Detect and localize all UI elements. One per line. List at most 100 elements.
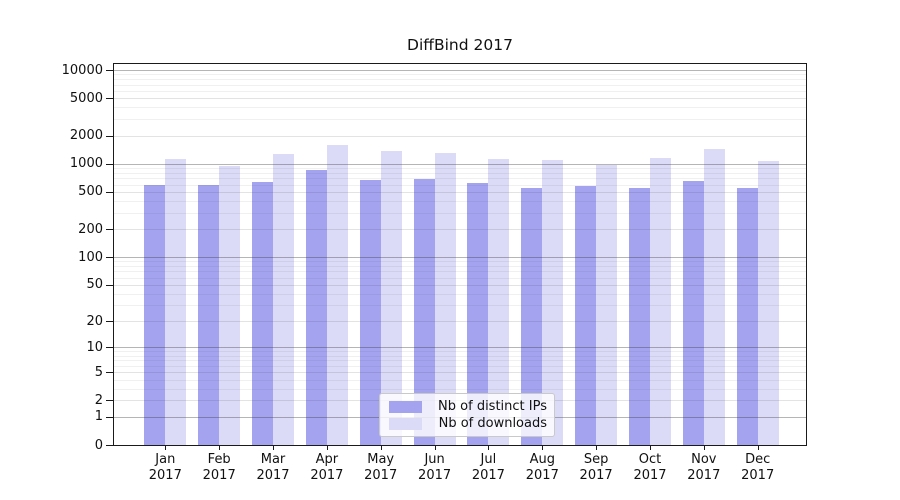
month-label: Jul [480, 452, 497, 467]
x-tick-mark-sep [596, 446, 598, 450]
gridline-5 [114, 372, 806, 373]
gridline-3 [114, 388, 806, 390]
bar-nb-of-distinct-ips-jan [144, 184, 166, 445]
gridline-60 [114, 277, 806, 279]
bar-nb-of-downloads-feb [219, 166, 241, 445]
y-tick-mark-100 [106, 257, 113, 259]
bar-nb-of-distinct-ips-mar [252, 181, 273, 445]
x-tick-mark-jul [488, 446, 490, 450]
x-tick-mark-feb [219, 446, 221, 450]
y-tick-mark-0 [106, 445, 113, 446]
legend: Nb of distinct IPs Nb of downloads [379, 393, 555, 437]
year-label: 2017 [202, 468, 236, 483]
y-tick-mark-50 [106, 284, 113, 286]
y-tick-mark-2000 [106, 135, 113, 137]
y-tick-label-100: 100 [78, 249, 103, 265]
y-tick-mark-1 [106, 416, 113, 418]
x-tick-label-feb: Feb 2017 [187, 452, 251, 484]
y-tick-mark-2 [106, 400, 113, 402]
bar-nb-of-distinct-ips-apr [305, 170, 327, 445]
x-tick-mark-jun [434, 446, 436, 450]
legend-swatch-icon [389, 400, 422, 413]
y-tick-label-5000: 5000 [69, 90, 103, 106]
plot-area [113, 63, 807, 446]
legend-entry-downloads: Nb of downloads [389, 415, 547, 432]
x-tick-label-may: May 2017 [349, 452, 413, 484]
x-tick-label-dec: Dec 2017 [726, 452, 790, 484]
bar-nb-of-downloads-mar [273, 154, 294, 445]
bar-nb-of-downloads-sep [596, 165, 618, 445]
x-tick-label-aug: Aug 2017 [510, 452, 574, 484]
bar-nb-of-downloads-jul [488, 159, 510, 445]
x-tick-mark-apr [326, 446, 328, 450]
gridline-7000 [114, 84, 806, 86]
month-label: Mar [260, 452, 286, 467]
bar-nb-of-downloads-oct [649, 158, 671, 445]
x-tick-label-jun: Jun 2017 [403, 452, 467, 484]
gridline-500 [114, 191, 806, 193]
x-tick-mark-oct [650, 446, 651, 450]
y-tick-mark-5 [106, 372, 113, 373]
y-tick-mark-10 [106, 347, 113, 349]
year-label: 2017 [579, 468, 613, 483]
gridline-9000 [114, 74, 806, 76]
gridline-4 [114, 379, 806, 381]
x-tick-mark-jan [165, 446, 167, 450]
bar-nb-of-distinct-ips-sep [575, 185, 597, 445]
x-tick-mark-may [380, 446, 382, 450]
x-tick-label-mar: Mar 2017 [241, 452, 305, 484]
month-label: Aug [529, 452, 555, 467]
y-tick-label-5: 5 [94, 364, 103, 380]
y-tick-label-10000: 10000 [61, 62, 103, 78]
legend-swatch-icon [389, 417, 422, 430]
year-label: 2017 [310, 468, 344, 483]
bar-nb-of-downloads-apr [326, 145, 348, 445]
legend-label: Nb of downloads [438, 416, 547, 431]
y-tick-mark-20 [106, 321, 113, 322]
gridline-1000 [114, 163, 806, 165]
month-label: May [367, 452, 395, 467]
bar-nb-of-distinct-ips-feb [198, 184, 220, 445]
year-label: 2017 [471, 468, 505, 483]
gridline-20 [114, 321, 806, 322]
gridline-300 [114, 212, 806, 214]
y-tick-label-2: 2 [94, 392, 103, 408]
bar-nb-of-distinct-ips-nov [682, 180, 704, 445]
gridline-8 [114, 355, 806, 357]
gridline-3000 [114, 119, 806, 120]
legend-entry-distinct-ips: Nb of distinct IPs [389, 398, 547, 415]
gridline-5000 [114, 98, 806, 100]
gridline-8000 [114, 79, 806, 81]
month-label: Feb [207, 452, 231, 467]
year-label: 2017 [148, 468, 182, 483]
y-tick-label-200: 200 [78, 221, 103, 237]
bar-nb-of-distinct-ips-may [359, 179, 381, 445]
y-tick-label-2000: 2000 [69, 128, 103, 143]
legend-label: Nb of distinct IPs [438, 399, 547, 414]
y-tick-mark-10000 [106, 70, 113, 71]
chart-title: DiffBind 2017 [407, 36, 513, 54]
gridline-800 [114, 172, 806, 174]
y-tick-label-1: 1 [94, 409, 103, 425]
month-label: Oct [638, 452, 662, 467]
y-tick-mark-500 [106, 191, 113, 193]
x-tick-label-sep: Sep 2017 [564, 452, 628, 484]
x-tick-label-nov: Nov 2017 [672, 452, 736, 484]
bar-nb-of-downloads-nov [703, 149, 725, 445]
y-tick-label-1000: 1000 [69, 156, 103, 172]
x-tick-label-jul: Jul 2017 [456, 452, 520, 484]
gridline-4000 [114, 107, 806, 109]
y-tick-label-10: 10 [86, 339, 103, 355]
gridline-700 [114, 178, 806, 180]
bar-nb-of-distinct-ips-oct [628, 188, 650, 445]
y-tick-mark-1000 [106, 163, 113, 165]
gridline-10 [114, 347, 806, 349]
bar-nb-of-downloads-may [380, 150, 402, 445]
year-label: 2017 [741, 468, 775, 483]
gridline-900 [114, 168, 806, 169]
month-label: Nov [691, 452, 717, 467]
year-label: 2017 [633, 468, 667, 483]
month-label: Jan [155, 452, 176, 467]
bar-nb-of-downloads-dec [757, 160, 779, 445]
